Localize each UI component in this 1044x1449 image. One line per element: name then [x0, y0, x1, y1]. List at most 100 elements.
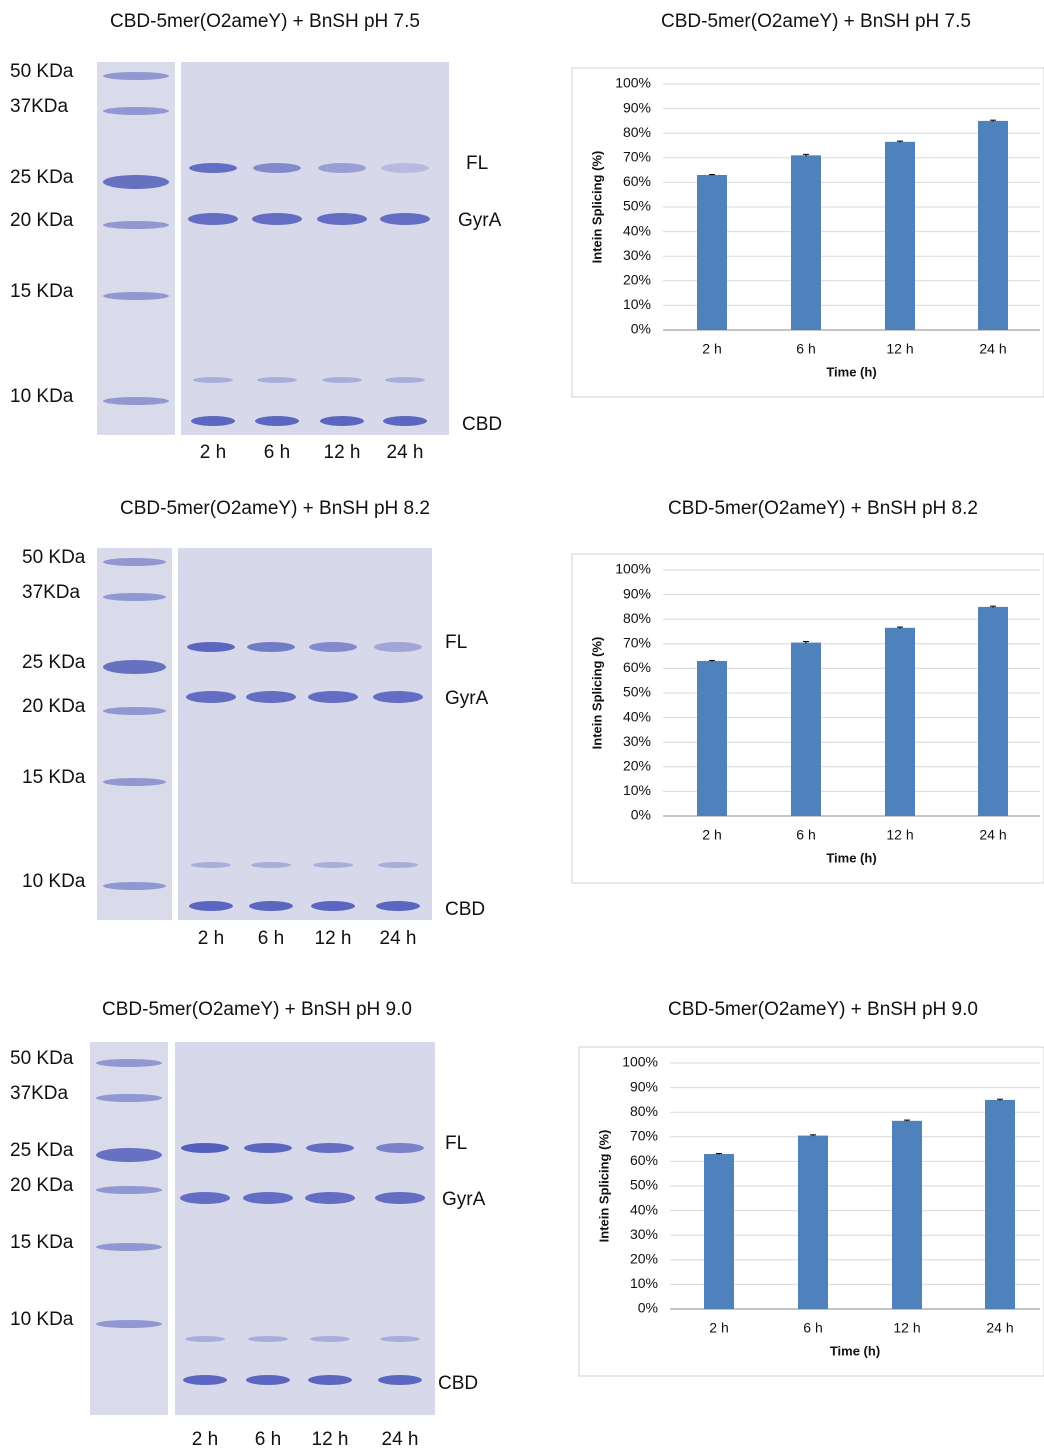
gel-band: [246, 1375, 290, 1385]
ladder-band: [103, 593, 166, 601]
bar: [885, 628, 915, 816]
y-tick-label: 90%: [623, 99, 651, 115]
y-tick-label: 40%: [623, 222, 651, 238]
y-tick-label: 80%: [630, 1103, 658, 1119]
ladder-band: [96, 1186, 162, 1194]
gel-band: [318, 163, 366, 173]
lane-label: 6 h: [264, 442, 290, 463]
gel-band: [246, 691, 296, 703]
bar: [978, 607, 1008, 816]
gel-band: [309, 642, 357, 652]
ladder-label: 20 KDa: [10, 1175, 74, 1196]
ladder-band: [103, 107, 169, 115]
ladder-label: 20 KDa: [10, 210, 74, 231]
gel-band: [380, 213, 430, 225]
gel-band: [322, 377, 362, 383]
gel-band: [187, 642, 235, 652]
band-label: CBD: [445, 899, 485, 920]
lane-label: 12 h: [324, 442, 361, 463]
gel-title: CBD-5mer(O2ameY) + BnSH pH 9.0: [102, 999, 412, 1020]
x-tick-label: 2 h: [702, 827, 721, 843]
gel-ladder: [97, 62, 175, 435]
ladder-band: [103, 292, 169, 300]
chart-title: CBD-5mer(O2ameY) + BnSH pH 9.0: [668, 999, 978, 1020]
ladder-band: [103, 558, 166, 566]
ladder-label: 20 KDa: [22, 696, 86, 717]
band-label: GyrA: [458, 210, 502, 231]
y-tick-label: 40%: [623, 708, 651, 724]
y-tick-label: 70%: [630, 1128, 658, 1144]
gel-band: [253, 163, 301, 173]
lane-label: 2 h: [198, 928, 224, 949]
lane-label: 2 h: [200, 442, 226, 463]
lane-label: 24 h: [382, 1429, 419, 1449]
gel-band: [191, 416, 235, 426]
ladder-band: [96, 1243, 162, 1251]
gel-band: [189, 163, 237, 173]
y-axis-label: Intein Splicing (%): [589, 637, 604, 750]
gel-band: [243, 1192, 293, 1204]
y-axis-label: Intein Splicing (%): [596, 1130, 611, 1243]
x-tick-label: 12 h: [886, 341, 913, 357]
bar: [697, 175, 727, 330]
x-tick-label: 6 h: [796, 341, 815, 357]
gel-band: [378, 862, 418, 868]
gel-band: [188, 213, 238, 225]
gel-band: [313, 862, 353, 868]
y-tick-label: 50%: [630, 1177, 658, 1193]
gel-ladder: [97, 548, 172, 920]
x-tick-label: 12 h: [893, 1320, 920, 1336]
gel-band: [375, 1192, 425, 1204]
ladder-band: [96, 1059, 162, 1067]
y-tick-label: 10%: [630, 1275, 658, 1291]
ladder-band: [103, 397, 169, 405]
band-label: GyrA: [442, 1189, 486, 1210]
y-tick-label: 50%: [623, 684, 651, 700]
gel-band: [378, 1375, 422, 1385]
bar: [791, 643, 821, 816]
ladder-label: 25 KDa: [10, 1140, 74, 1161]
gel-band: [306, 1143, 354, 1153]
ladder-band: [103, 778, 166, 786]
y-tick-label: 100%: [615, 561, 651, 577]
bar: [978, 121, 1008, 330]
ladder-band: [103, 882, 166, 890]
gel-lanes: [175, 1042, 435, 1415]
ladder-label: 50 KDa: [10, 1048, 74, 1069]
gel-band: [186, 691, 236, 703]
x-tick-label: 6 h: [796, 827, 815, 843]
x-axis-label: Time (h): [826, 850, 876, 865]
y-tick-label: 30%: [623, 247, 651, 263]
ladder-band: [96, 1320, 162, 1328]
gel-band: [373, 691, 423, 703]
y-tick-label: 10%: [623, 296, 651, 312]
gel-band: [317, 213, 367, 225]
chart-title: CBD-5mer(O2ameY) + BnSH pH 8.2: [668, 498, 978, 519]
gel-band: [248, 1336, 288, 1342]
y-tick-label: 60%: [630, 1152, 658, 1168]
bar: [704, 1154, 734, 1309]
gel-band: [191, 862, 231, 868]
bar: [985, 1100, 1015, 1309]
gel-band: [308, 691, 358, 703]
gel-band: [385, 377, 425, 383]
ladder-label: 50 KDa: [10, 61, 74, 82]
x-tick-label: 24 h: [979, 827, 1006, 843]
gel-band: [185, 1336, 225, 1342]
y-tick-label: 60%: [623, 173, 651, 189]
bar: [791, 155, 821, 330]
y-tick-label: 20%: [623, 272, 651, 288]
gel-band: [181, 1143, 229, 1153]
lane-label: 2 h: [192, 1429, 218, 1449]
ladder-band: [96, 1148, 162, 1162]
y-tick-label: 30%: [630, 1226, 658, 1242]
ladder-label: 37KDa: [10, 1083, 69, 1104]
band-label: CBD: [438, 1373, 478, 1394]
band-label: FL: [466, 153, 488, 174]
y-tick-label: 20%: [623, 758, 651, 774]
y-tick-label: 80%: [623, 124, 651, 140]
gel-band: [311, 901, 355, 911]
bar: [798, 1136, 828, 1309]
x-tick-label: 24 h: [979, 341, 1006, 357]
gel-band: [320, 416, 364, 426]
